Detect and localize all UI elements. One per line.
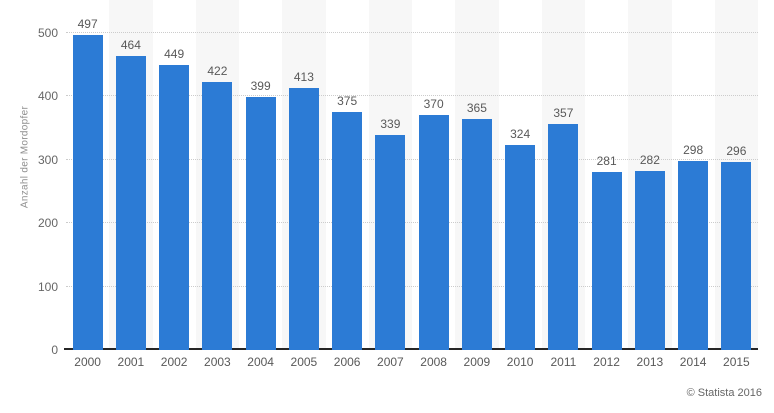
bar <box>202 82 233 350</box>
bar-cell: 375 <box>326 0 369 350</box>
bar <box>332 112 363 350</box>
x-tick-label: 2006 <box>333 355 361 369</box>
bar-value-label: 375 <box>337 94 358 109</box>
bar-value-label: 324 <box>510 126 531 141</box>
bar <box>72 34 103 350</box>
y-tick-label: 500 <box>37 25 58 40</box>
x-tick-label: 2013 <box>636 355 664 369</box>
bar <box>375 135 406 350</box>
bar <box>505 144 536 350</box>
x-tick-label: 2011 <box>550 355 577 369</box>
x-tick-label: 2007 <box>377 355 404 369</box>
x-tick-label: 2009 <box>463 355 491 369</box>
x-tick-label: 2002 <box>160 355 188 369</box>
bar-cell: 339 <box>369 0 412 350</box>
bar <box>591 171 622 350</box>
bar-cell: 282 <box>628 0 671 350</box>
x-tick-label: 2008 <box>420 355 447 369</box>
bar-cell: 281 <box>585 0 628 350</box>
x-tick-label: 2005 <box>290 355 318 369</box>
bar-value-label: 282 <box>639 153 660 168</box>
bar-value-label: 449 <box>164 47 185 62</box>
bar-value-label: 464 <box>120 37 141 52</box>
bar-cell: 296 <box>715 0 758 350</box>
plot-area: 497 464 449 422 399 413 375 339 370 365 324 357 281 2… <box>66 0 758 350</box>
bar-value-label: 339 <box>380 117 401 132</box>
bar-cell: 357 <box>542 0 585 350</box>
x-tick-label: 2010 <box>506 355 534 369</box>
bar <box>548 123 579 350</box>
bar-value-label: 399 <box>250 79 271 94</box>
gridline <box>66 95 758 97</box>
bar-cell: 370 <box>412 0 455 350</box>
y-tick-label: 300 <box>37 152 58 167</box>
bar-value-label: 370 <box>423 97 444 112</box>
x-tick-label: 2004 <box>247 355 274 369</box>
bar <box>461 118 492 350</box>
x-tick-label: 2001 <box>117 355 145 369</box>
bar-cell: 324 <box>499 0 542 350</box>
x-axis-tick-labels: 2000 2001 2002 2003 2004 2005 2006 2007 2008 2009… <box>66 355 758 369</box>
bar-cell: 449 <box>153 0 196 350</box>
bar-cell: 365 <box>455 0 498 350</box>
bar-cell: 497 <box>66 0 109 350</box>
bar <box>634 171 665 350</box>
x-tick-label: 2012 <box>593 355 620 369</box>
gridline <box>66 285 758 287</box>
statista-credit: © Statista 2016 <box>686 387 762 399</box>
bar-value-label: 281 <box>596 153 617 168</box>
bar-value-label: 497 <box>77 16 98 31</box>
bar-value-label: 365 <box>466 100 487 115</box>
bar-cell: 422 <box>196 0 239 350</box>
gridline <box>66 222 758 224</box>
x-tick-label: 2003 <box>204 355 231 369</box>
x-axis-line <box>64 348 758 350</box>
y-tick-label: 0 <box>51 343 58 357</box>
bar <box>159 65 190 350</box>
bar-value-label: 422 <box>207 64 228 79</box>
bar <box>288 88 319 350</box>
bar <box>115 55 146 350</box>
bar-cell: 399 <box>239 0 282 350</box>
bar-cell: 413 <box>282 0 325 350</box>
gridline <box>66 158 758 160</box>
x-tick-label: 2015 <box>723 355 750 369</box>
gridlines <box>66 0 758 350</box>
bar-value-label: 357 <box>553 105 574 120</box>
y-axis-tick-labels: 0 100 200 300 400 500 <box>0 0 58 357</box>
bar <box>245 97 276 350</box>
bar <box>418 115 449 350</box>
bar-cell: 464 <box>109 0 152 350</box>
bar-value-label: 413 <box>293 70 314 85</box>
bar-cell: 298 <box>672 0 715 350</box>
x-tick-label: 2014 <box>679 355 707 369</box>
y-tick-label: 400 <box>37 89 58 104</box>
gridline <box>66 31 758 33</box>
bar-value-label: 296 <box>726 144 747 159</box>
x-tick-label: 2000 <box>74 355 101 369</box>
bar-value-label: 298 <box>683 143 704 158</box>
y-tick-label: 100 <box>37 279 58 294</box>
y-tick-label: 200 <box>37 216 58 231</box>
bar-series: 497 464 449 422 399 413 375 339 370 365 324 357 281 2… <box>66 0 758 350</box>
bar <box>678 161 709 350</box>
bar <box>721 162 752 350</box>
